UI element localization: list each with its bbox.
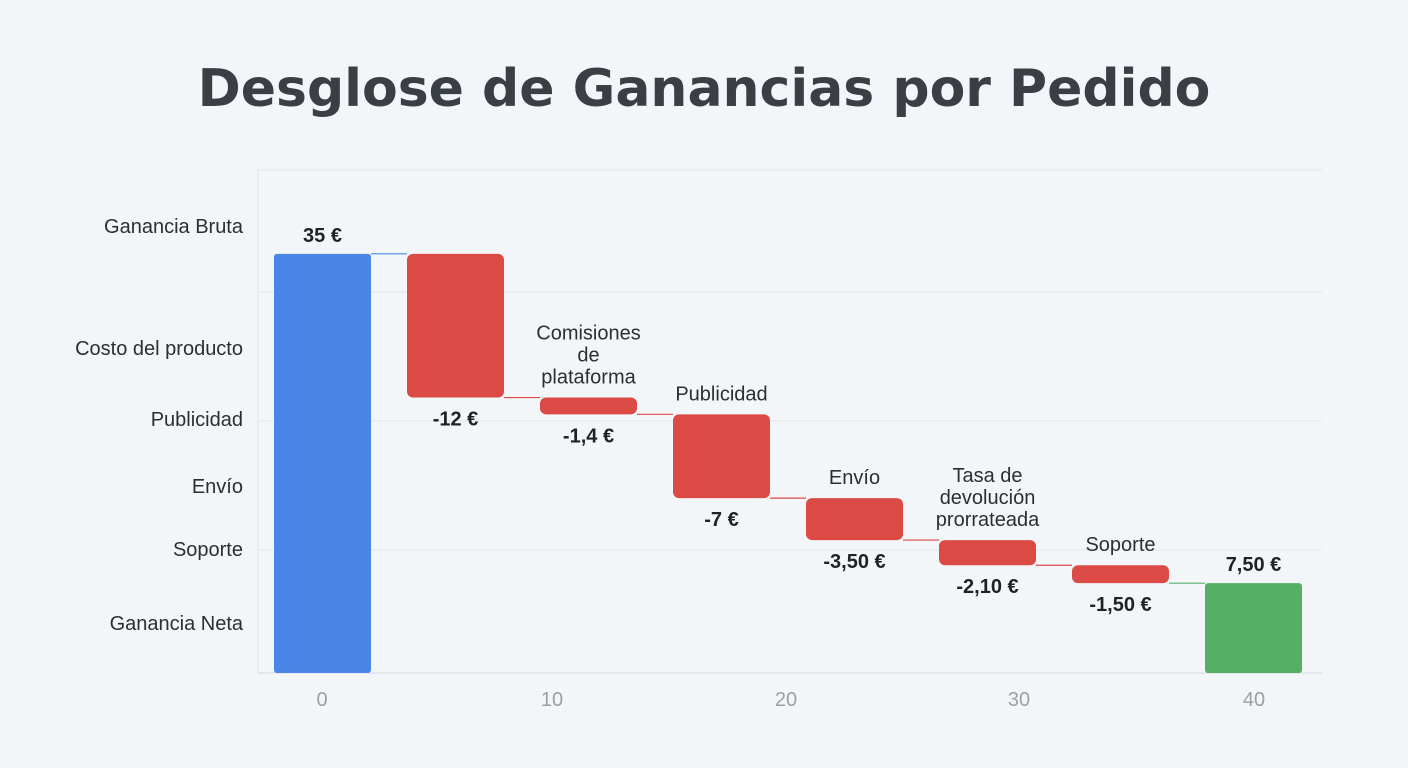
bar-category-label: Soporte	[1085, 534, 1155, 556]
x-tick-label: 20	[775, 689, 797, 711]
bar-category-label-line: de	[577, 345, 599, 367]
bar-2	[407, 253, 504, 398]
value-label: 35 €	[303, 225, 342, 247]
connectors	[371, 253, 1205, 584]
bar-labels: 35 € -12 € -1,4 € Comisiones de plataforma -7 …	[303, 225, 1281, 616]
bar-category-label-line: devolución	[940, 487, 1036, 509]
value-label: -1,4 €	[563, 425, 614, 447]
x-tick-label: 30	[1008, 689, 1030, 711]
x-axis-ticks: 0 10 20 30 40	[316, 689, 1265, 711]
y-axis-label: Costo del producto	[75, 338, 243, 360]
value-label: -2,10 €	[956, 576, 1018, 598]
value-label: -7 €	[704, 509, 738, 531]
grid	[257, 169, 1322, 674]
y-axis-label: Ganancia Bruta	[104, 216, 244, 238]
value-label: -3,50 €	[823, 551, 885, 573]
x-tick-label: 0	[316, 689, 327, 711]
bar-5	[806, 498, 903, 541]
bar-category-label: Envío	[829, 467, 880, 489]
bar-8	[1205, 583, 1302, 673]
y-axis-label: Publicidad	[151, 409, 243, 431]
bar-3	[540, 397, 637, 415]
bars	[274, 253, 1302, 674]
chart-title: Desglose de Ganancias por Pedido	[198, 59, 1211, 119]
value-label: -12 €	[433, 409, 479, 431]
bar-category-label-line: Comisiones	[536, 323, 640, 345]
y-axis-label: Soporte	[173, 539, 243, 561]
bar-1	[274, 253, 371, 674]
bar-category-label-line: prorrateada	[936, 509, 1040, 531]
x-tick-label: 10	[541, 689, 563, 711]
bar-category-label-line: plataforma	[541, 367, 636, 389]
value-label: 7,50 €	[1226, 554, 1282, 576]
bar-category-label-line: Publicidad	[675, 383, 767, 405]
bar-7	[1072, 565, 1169, 584]
bar-category-label-line: Tasa de	[952, 465, 1022, 487]
y-axis-labels: Ganancia Bruta Costo del producto Publicid…	[75, 216, 244, 635]
bar-category-label: Comisiones de plataforma	[536, 323, 640, 389]
bar-6	[939, 540, 1036, 566]
bar-category-label: Tasa de devolución prorrateada	[936, 465, 1040, 531]
bar-4	[673, 414, 770, 499]
bar-category-label-line: Soporte	[1085, 534, 1155, 556]
x-tick-label: 40	[1243, 689, 1265, 711]
y-axis-label: Ganancia Neta	[110, 613, 244, 635]
value-label: -1,50 €	[1089, 594, 1151, 616]
bar-category-label: Publicidad	[675, 383, 767, 405]
y-axis-label: Envío	[192, 476, 243, 498]
bar-category-label-line: Envío	[829, 467, 880, 489]
